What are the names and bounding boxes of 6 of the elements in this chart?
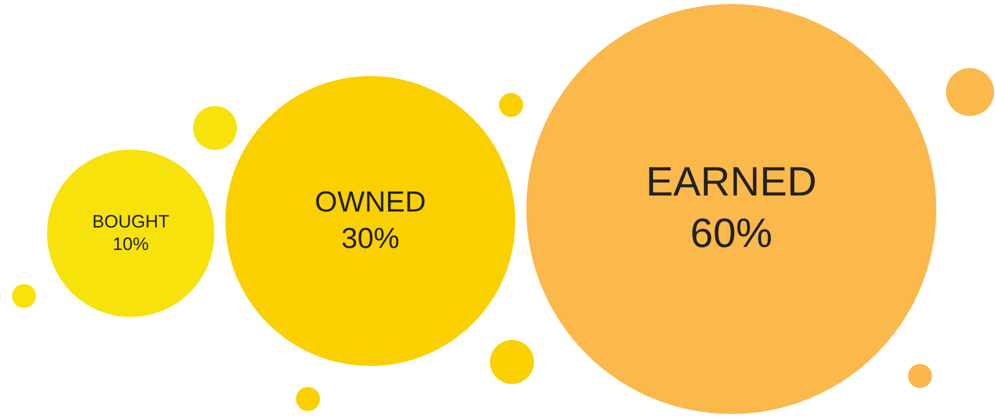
category-label: OWNED: [314, 186, 426, 219]
category-label: EARNED: [646, 158, 817, 205]
data-label: 60%: [690, 210, 772, 256]
data-label: 30%: [341, 222, 400, 255]
category-label: BOUGHT: [92, 211, 170, 232]
data-label: 10%: [112, 234, 149, 254]
